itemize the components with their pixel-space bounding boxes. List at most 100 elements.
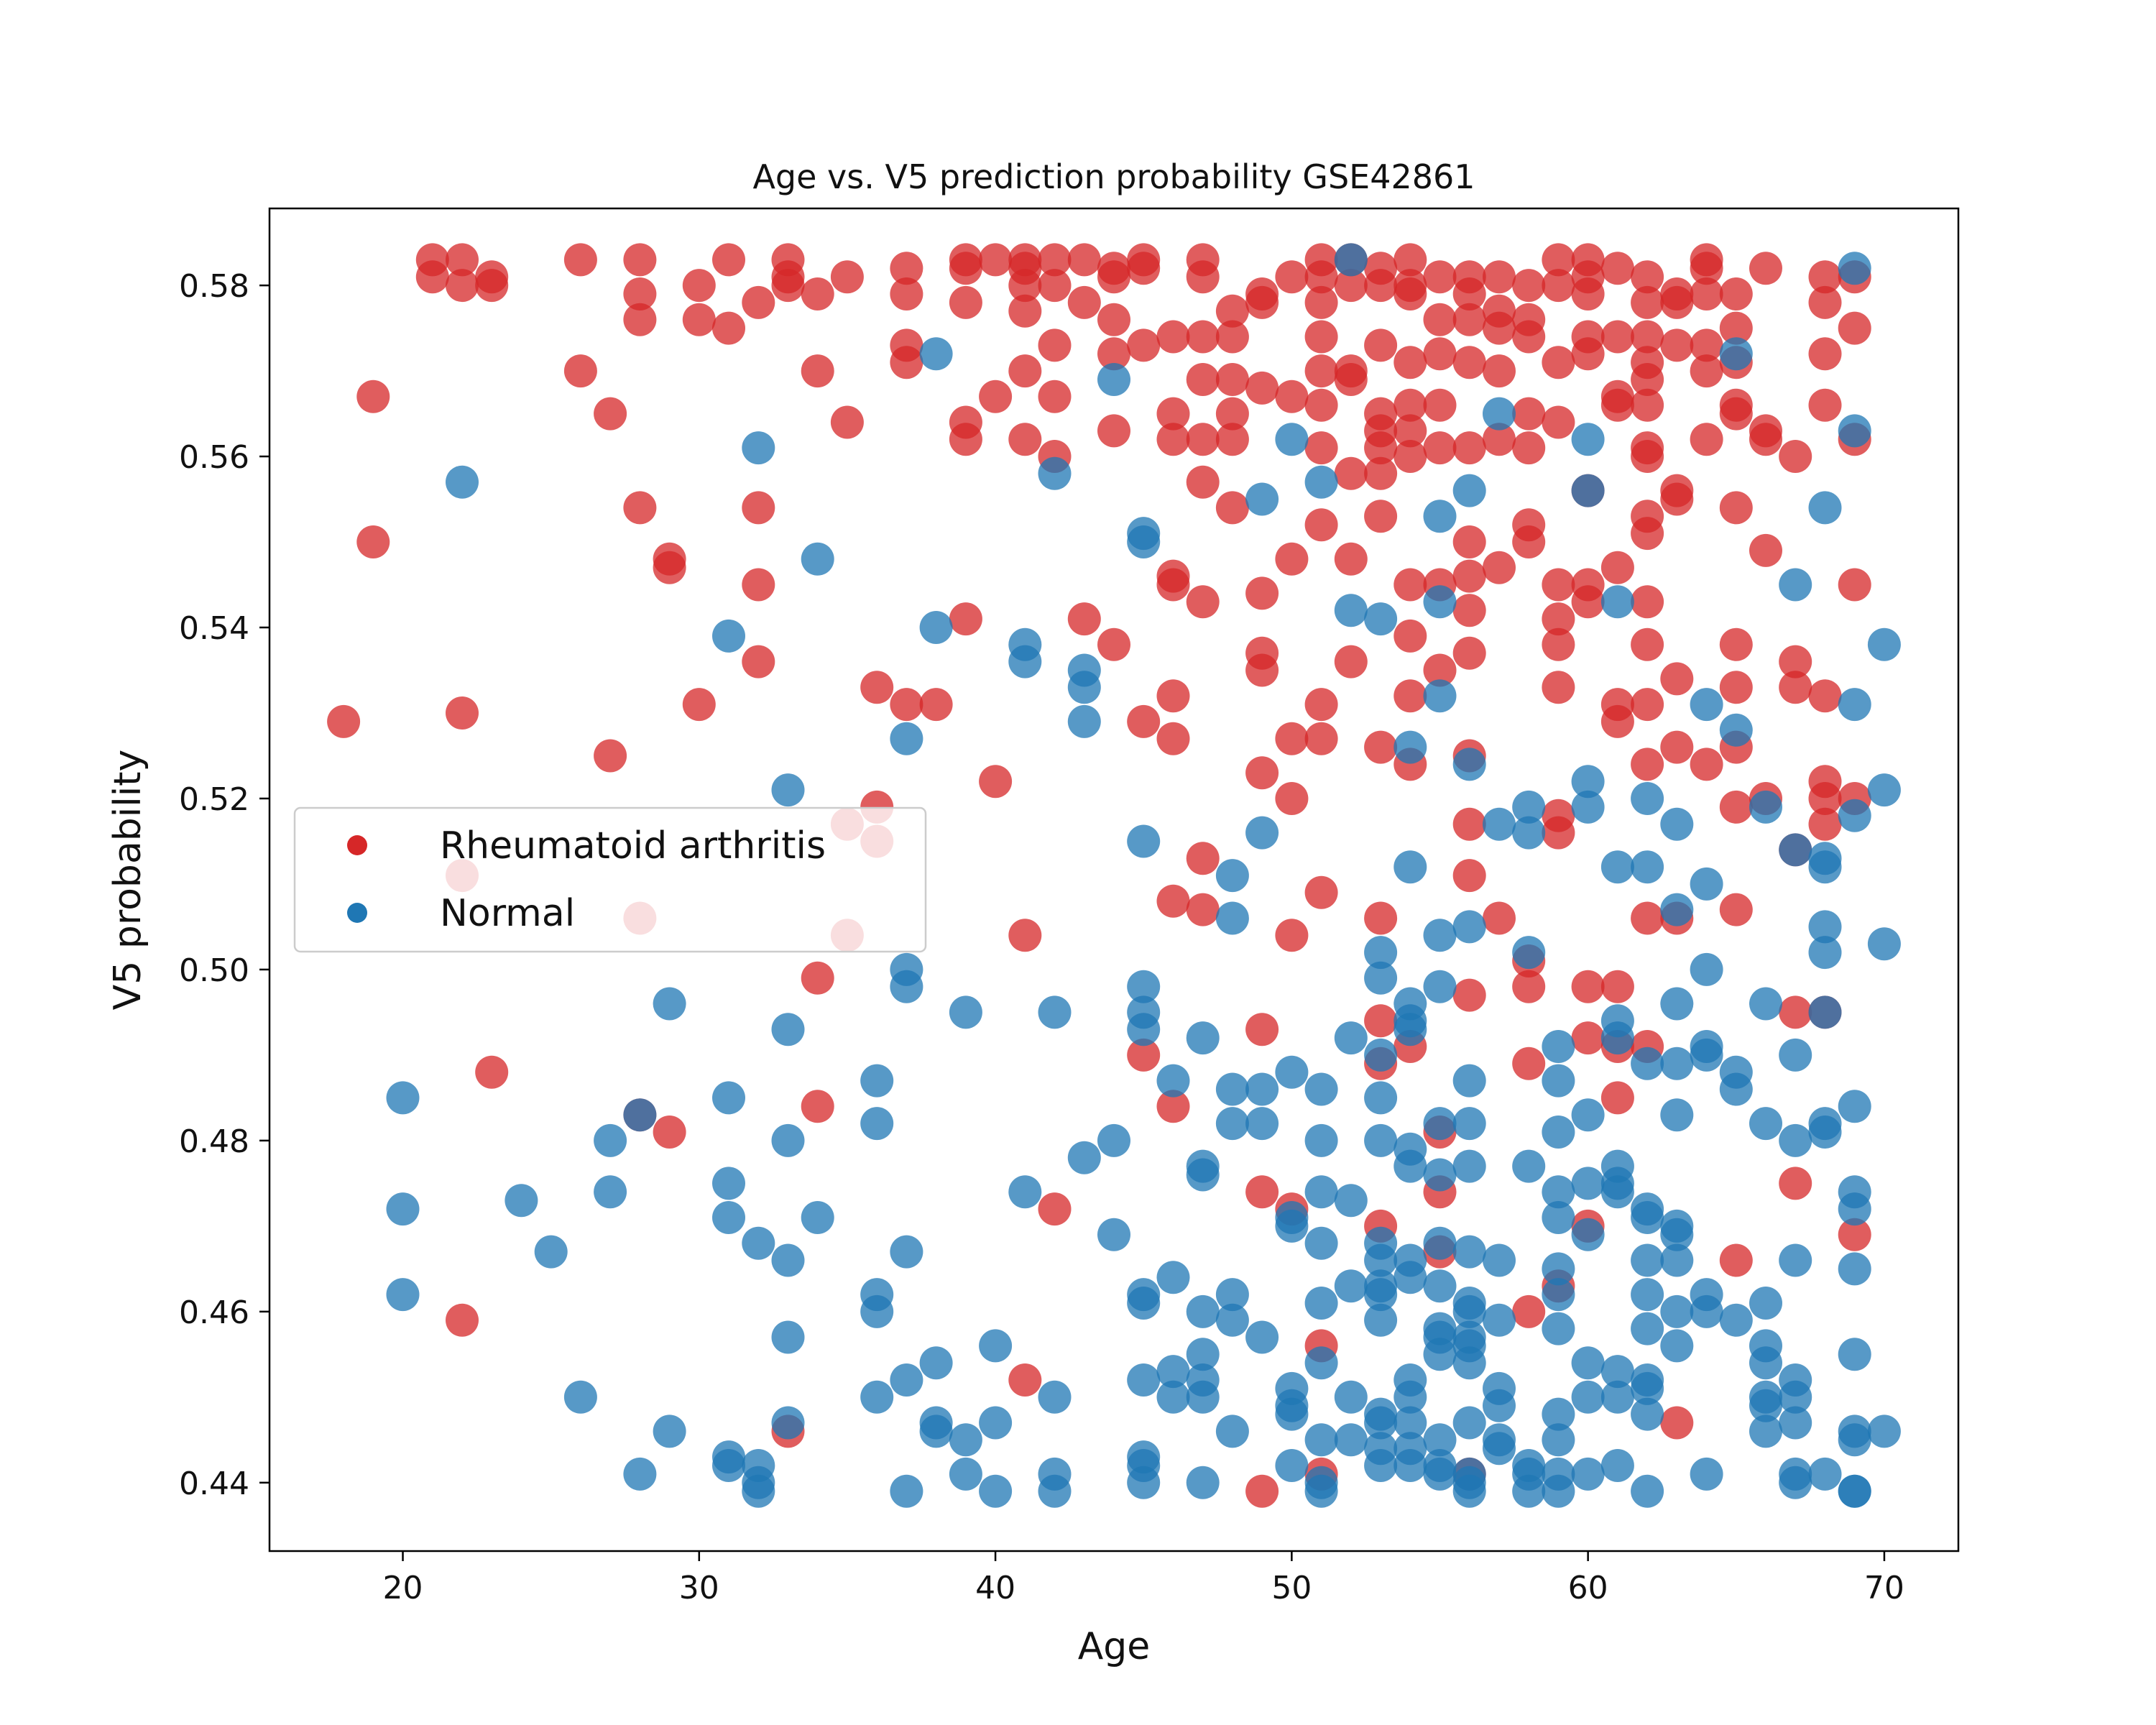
point-normal-85 (1186, 1021, 1220, 1055)
point-normal-51 (979, 1329, 1013, 1363)
point-normal-49 (949, 1423, 982, 1457)
point-rheumatoid-arthritis-197 (1452, 636, 1486, 670)
point-rheumatoid-arthritis-254 (1631, 285, 1664, 319)
point-normal-280 (1749, 1414, 1782, 1448)
point-normal-295 (1808, 936, 1842, 970)
point-normal-55 (1008, 645, 1042, 678)
point-rheumatoid-arthritis-9 (446, 1303, 479, 1337)
point-rheumatoid-arthritis-136 (1304, 285, 1338, 319)
point-normal-233 (1600, 1175, 1634, 1209)
point-rheumatoid-arthritis-300 (1749, 533, 1782, 567)
point-normal-10 (623, 1457, 657, 1491)
point-normal-16 (712, 1201, 745, 1234)
point-rheumatoid-arthritis-25 (653, 1116, 686, 1149)
point-normal-163 (1423, 970, 1457, 1003)
point-rheumatoid-arthritis-30 (712, 311, 745, 345)
point-normal-3 (446, 465, 479, 499)
point-rheumatoid-arthritis-81 (1067, 602, 1101, 636)
point-normal-294 (1808, 910, 1842, 944)
point-normal-199 (1512, 816, 1546, 850)
point-normal-28 (771, 1320, 805, 1354)
point-rheumatoid-arthritis-37 (771, 269, 805, 303)
point-rheumatoid-arthritis-275 (1660, 730, 1694, 764)
point-normal-146 (1393, 850, 1427, 884)
point-normal-134 (1364, 1081, 1398, 1115)
point-rheumatoid-arthritis-249 (1600, 704, 1634, 738)
point-normal-242 (1631, 1243, 1664, 1277)
point-normal-268 (1719, 713, 1753, 747)
point-rheumatoid-arthritis-141 (1304, 508, 1338, 542)
point-rheumatoid-arthritis-29 (712, 243, 745, 277)
point-normal-282 (1779, 833, 1812, 867)
point-rheumatoid-arthritis-192 (1452, 346, 1486, 380)
x-tick-label-4: 60 (1568, 1570, 1608, 1606)
point-normal-58 (1038, 995, 1072, 1029)
point-normal-26 (771, 1123, 805, 1157)
point-rheumatoid-arthritis-195 (1452, 559, 1486, 593)
point-normal-124 (1334, 594, 1368, 627)
point-rheumatoid-arthritis-258 (1631, 388, 1664, 422)
point-rheumatoid-arthritis-296 (1719, 1243, 1753, 1277)
point-normal-140 (1364, 1303, 1398, 1337)
point-normal-210 (1542, 1252, 1575, 1286)
point-rheumatoid-arthritis-216 (1512, 525, 1546, 558)
point-rheumatoid-arthritis-74 (1038, 269, 1072, 303)
point-rheumatoid-arthritis-114 (1215, 397, 1249, 431)
point-rheumatoid-arthritis-244 (1600, 320, 1634, 354)
point-normal-63 (1067, 671, 1101, 704)
point-rheumatoid-arthritis-172 (1393, 414, 1427, 448)
point-rheumatoid-arthritis-152 (1334, 542, 1368, 576)
point-normal-212 (1542, 1312, 1575, 1346)
point-normal-64 (1067, 704, 1101, 738)
point-normal-228 (1600, 850, 1634, 884)
point-rheumatoid-arthritis-44 (830, 405, 864, 439)
point-normal-315 (1867, 927, 1901, 961)
point-rheumatoid-arthritis-86 (1097, 414, 1130, 448)
point-rheumatoid-arthritis-310 (1808, 337, 1842, 371)
point-rheumatoid-arthritis-99 (1156, 722, 1190, 755)
point-normal-128 (1334, 1380, 1368, 1414)
point-rheumatoid-arthritis-265 (1631, 688, 1664, 722)
point-normal-298 (1808, 1116, 1842, 1149)
point-normal-270 (1719, 1072, 1753, 1106)
point-rheumatoid-arthritis-286 (1719, 311, 1753, 345)
point-normal-32 (860, 1064, 894, 1098)
point-rheumatoid-arthritis-291 (1719, 627, 1753, 661)
point-rheumatoid-arthritis-123 (1245, 756, 1279, 790)
point-normal-151 (1393, 1149, 1427, 1183)
point-normal-218 (1571, 474, 1605, 507)
point-rheumatoid-arthritis-122 (1245, 653, 1279, 687)
point-rheumatoid-arthritis-277 (1660, 1406, 1694, 1440)
point-normal-156 (1393, 1406, 1427, 1440)
point-rheumatoid-arthritis-18 (623, 277, 657, 310)
point-rheumatoid-arthritis-246 (1600, 388, 1634, 422)
point-normal-256 (1660, 1243, 1694, 1277)
point-normal-119 (1304, 1346, 1338, 1380)
point-normal-87 (1186, 1158, 1220, 1192)
point-rheumatoid-arthritis-320 (1838, 568, 1871, 602)
point-normal-74 (1127, 1013, 1161, 1046)
point-rheumatoid-arthritis-207 (1483, 423, 1516, 456)
point-rheumatoid-arthritis-12 (475, 1055, 509, 1089)
point-normal-226 (1571, 1457, 1605, 1491)
point-rheumatoid-arthritis-104 (1186, 320, 1220, 354)
point-rheumatoid-arthritis-130 (1275, 722, 1309, 755)
point-normal-263 (1690, 1038, 1723, 1072)
point-rheumatoid-arthritis-315 (1808, 807, 1842, 841)
point-normal-36 (860, 1380, 894, 1414)
point-normal-53 (979, 1474, 1013, 1508)
point-normal-170 (1423, 1338, 1457, 1371)
point-normal-23 (742, 1474, 775, 1508)
point-rheumatoid-arthritis-230 (1542, 816, 1575, 850)
point-normal-279 (1749, 1389, 1782, 1422)
point-rheumatoid-arthritis-155 (1364, 269, 1398, 303)
plot-frame (268, 207, 1960, 1552)
point-normal-217 (1571, 423, 1605, 456)
point-rheumatoid-arthritis-225 (1542, 568, 1575, 602)
point-normal-235 (1600, 1380, 1634, 1414)
point-rheumatoid-arthritis-14 (563, 354, 597, 388)
y-axis: 0.44 0.46 0.48 0.50 0.52 0.54 0.56 0.58 (179, 268, 270, 1502)
point-rheumatoid-arthritis-63 (979, 380, 1013, 413)
point-rheumatoid-arthritis-222 (1542, 269, 1575, 303)
point-normal-273 (1749, 987, 1782, 1021)
